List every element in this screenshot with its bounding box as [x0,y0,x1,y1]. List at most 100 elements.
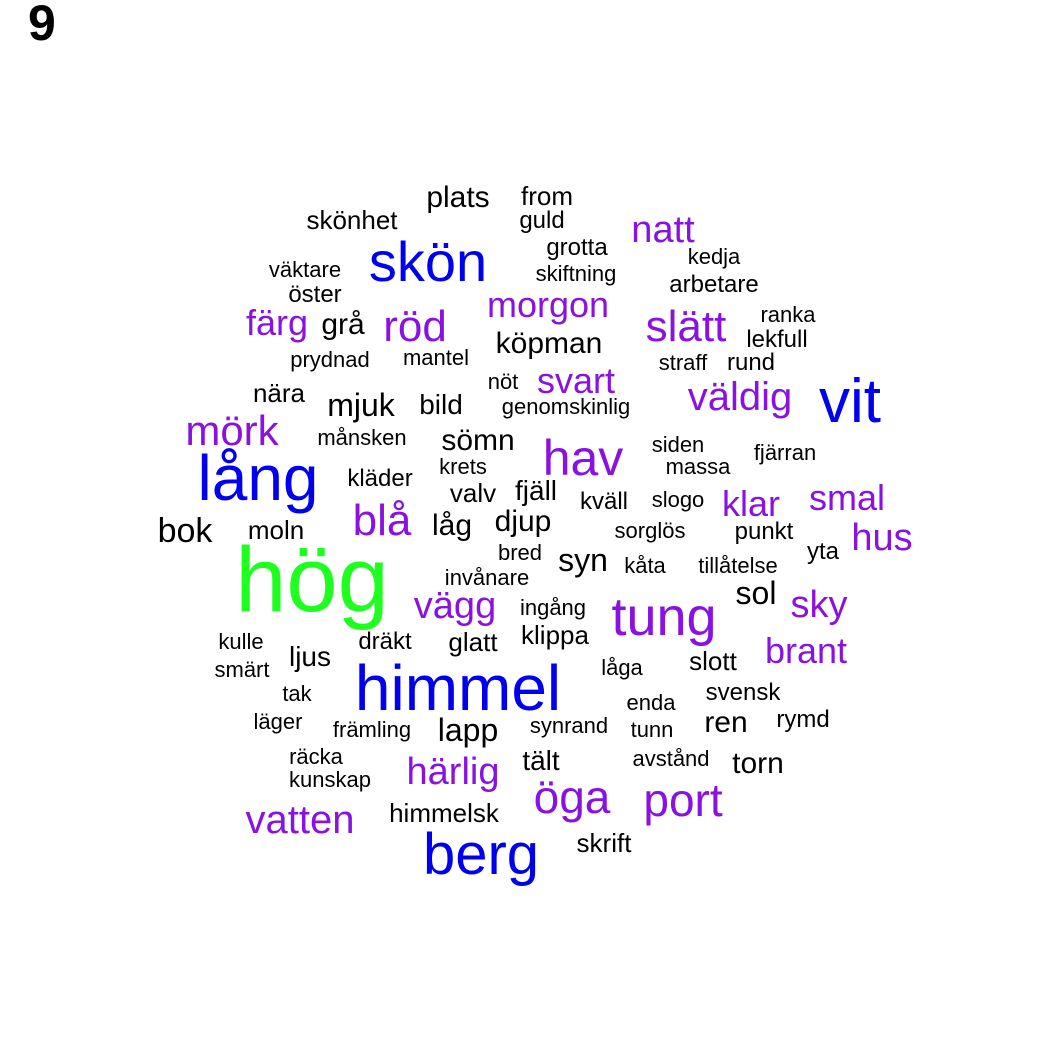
word-11: röd [383,302,447,351]
word-2: himmel [354,652,562,724]
word-22: klar [721,483,781,524]
word-35: sol [735,575,777,611]
word-67: kväll [579,488,629,515]
word-85: slott [689,646,737,676]
word-33: låg [431,509,473,542]
word-13: mörk [185,407,279,454]
word-54: rund [726,349,776,376]
word-7: hav [542,430,624,486]
word-25: sky [790,584,848,626]
word-18: väldig [687,375,793,419]
word-68: slogo [651,487,705,512]
word-66: fjäll [514,475,558,506]
word-99: skrift [576,828,632,858]
word-4: vit [819,367,881,436]
word-77: ingång [519,595,587,620]
word-21: svart [536,360,616,401]
word-94: räcka [289,744,343,769]
word-31: mjuk [327,387,395,423]
word-83: smärt [214,657,270,682]
word-63: krets [439,454,487,479]
word-5: berg [422,822,540,887]
word-29: lapp [437,712,499,748]
word-51: prydnad [290,347,370,372]
word-76: invånare [444,565,530,590]
word-75: tillåtelse [698,553,778,578]
word-53: straff [658,350,708,375]
word-89: läger [253,709,303,734]
word-34: syn [558,542,608,578]
word-15: härlig [406,751,500,793]
word-41: guld [519,207,565,234]
word-79: dräkt [358,628,412,655]
word-93: rymd [776,706,830,733]
word-20: färg [245,302,309,343]
word-47: öster [288,281,342,308]
word-6: tung [611,587,717,647]
word-40: from [521,181,573,211]
word-57: bild [419,389,463,420]
word-16: natt [631,209,695,251]
word-92: tunn [630,717,674,742]
word-19: vägg [413,585,497,627]
word-60: siden [651,432,705,457]
word-74: kåta [624,553,666,578]
word-69: moln [247,515,305,545]
word-62: massa [665,454,731,479]
word-8: öga [533,771,611,823]
word-12: blå [352,496,412,545]
word-97: kunskap [289,767,371,792]
word-48: grå [321,308,365,341]
word-84: låga [601,655,643,680]
word-39: skönhet [306,205,398,235]
word-27: bok [157,512,213,550]
word-17: morgon [486,284,610,325]
word-73: bred [497,540,543,565]
word-42: grotta [546,234,608,261]
word-26: brant [764,630,848,671]
word-81: klippa [521,620,589,650]
word-46: arbetare [669,271,759,298]
word-71: punkt [734,518,794,545]
word-87: enda [626,690,676,715]
word-36: ren [704,706,748,739]
word-82: ljus [288,641,332,672]
word-50: lekfull [746,326,808,353]
word-0: hög [235,529,389,631]
word-37: torn [732,747,784,780]
word-98: himmelsk [389,798,499,828]
word-64: kläder [347,465,413,492]
word-14: vatten [245,798,355,842]
word-23: smal [808,477,886,518]
word-70: sorglös [614,518,686,543]
word-95: tält [522,745,560,776]
word-49: ranka [760,302,816,327]
word-9: port [643,774,723,826]
word-52: mantel [402,345,470,370]
word-61: fjärran [753,440,817,465]
word-86: tak [282,681,312,706]
word-88: svensk [705,679,781,706]
word-43: kedja [687,244,741,269]
word-1: lång [197,442,319,514]
word-10: slätt [645,302,727,351]
word-28: sömn [441,424,515,457]
word-65: valv [449,478,497,508]
word-91: synrand [529,713,609,738]
word-72: yta [806,538,840,565]
word-44: väktare [268,257,342,282]
word-59: månsken [317,425,407,450]
word-30: köpman [495,327,603,360]
word-56: nöt [487,369,519,394]
word-38: plats [426,181,490,214]
word-24: hus [851,517,913,559]
word-45: skiftning [535,261,617,286]
word-32: djup [494,505,552,538]
panel-label: 9 [28,0,56,51]
word-90: främling [332,717,412,742]
word-78: kulle [218,629,264,654]
word-55: nära [252,378,306,408]
word-80: glatt [448,627,498,657]
word-3: skön [368,230,488,293]
